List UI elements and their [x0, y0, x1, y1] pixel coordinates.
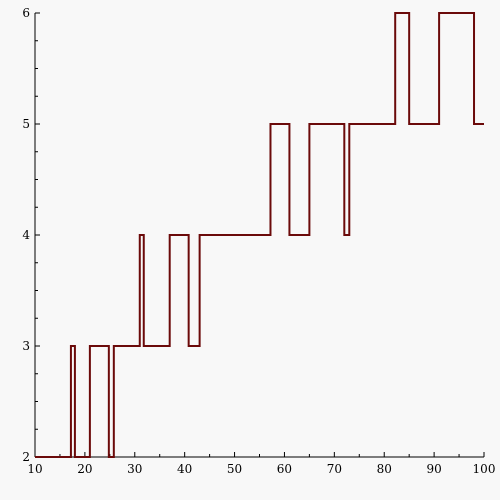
- y-tick-label: 3: [22, 339, 30, 353]
- x-tick-label: 90: [426, 462, 441, 476]
- x-tick-label: 80: [377, 462, 392, 476]
- x-tick-label: 20: [77, 462, 92, 476]
- x-tick-label: 70: [327, 462, 342, 476]
- series-line: [35, 12, 484, 458]
- y-tick-label: 5: [22, 117, 30, 131]
- x-tick-label: 50: [227, 462, 242, 476]
- x-tick-label: 60: [277, 462, 292, 476]
- y-tick-label: 2: [22, 450, 30, 464]
- x-axis-ticks: 10 20 30 40 50 60 70 80 90 100: [27, 452, 495, 476]
- x-tick-label: 40: [177, 462, 192, 476]
- x-tick-label: 100: [473, 462, 496, 476]
- y-tick-label: 4: [22, 228, 30, 242]
- y-tick-label: 6: [22, 6, 30, 20]
- x-tick-label: 30: [127, 462, 142, 476]
- x-tick-label: 10: [27, 462, 42, 476]
- y-axis-ticks: 2 3 4 5 6: [22, 6, 40, 464]
- data-series: [35, 12, 484, 458]
